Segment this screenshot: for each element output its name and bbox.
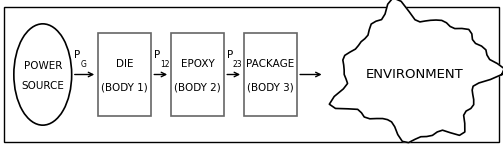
Text: EPOXY: EPOXY: [181, 59, 214, 69]
Text: (BODY 1): (BODY 1): [101, 83, 148, 93]
Text: SOURCE: SOURCE: [21, 81, 64, 91]
Text: P: P: [74, 50, 80, 60]
Text: ENVIRONMENT: ENVIRONMENT: [366, 68, 464, 81]
Bar: [244, 33, 297, 116]
Text: DIE: DIE: [116, 59, 133, 69]
Text: (BODY 2): (BODY 2): [174, 83, 221, 93]
Text: P: P: [227, 50, 233, 60]
Text: 12: 12: [160, 60, 170, 69]
Text: 23: 23: [233, 60, 242, 69]
Bar: [98, 33, 151, 116]
Text: POWER: POWER: [24, 60, 62, 71]
Text: (BODY 3): (BODY 3): [247, 83, 294, 93]
Polygon shape: [329, 0, 503, 143]
Bar: [171, 33, 224, 116]
Text: G: G: [80, 60, 87, 69]
Ellipse shape: [14, 24, 72, 125]
Text: PACKAGE: PACKAGE: [246, 59, 294, 69]
Text: P: P: [154, 50, 160, 60]
